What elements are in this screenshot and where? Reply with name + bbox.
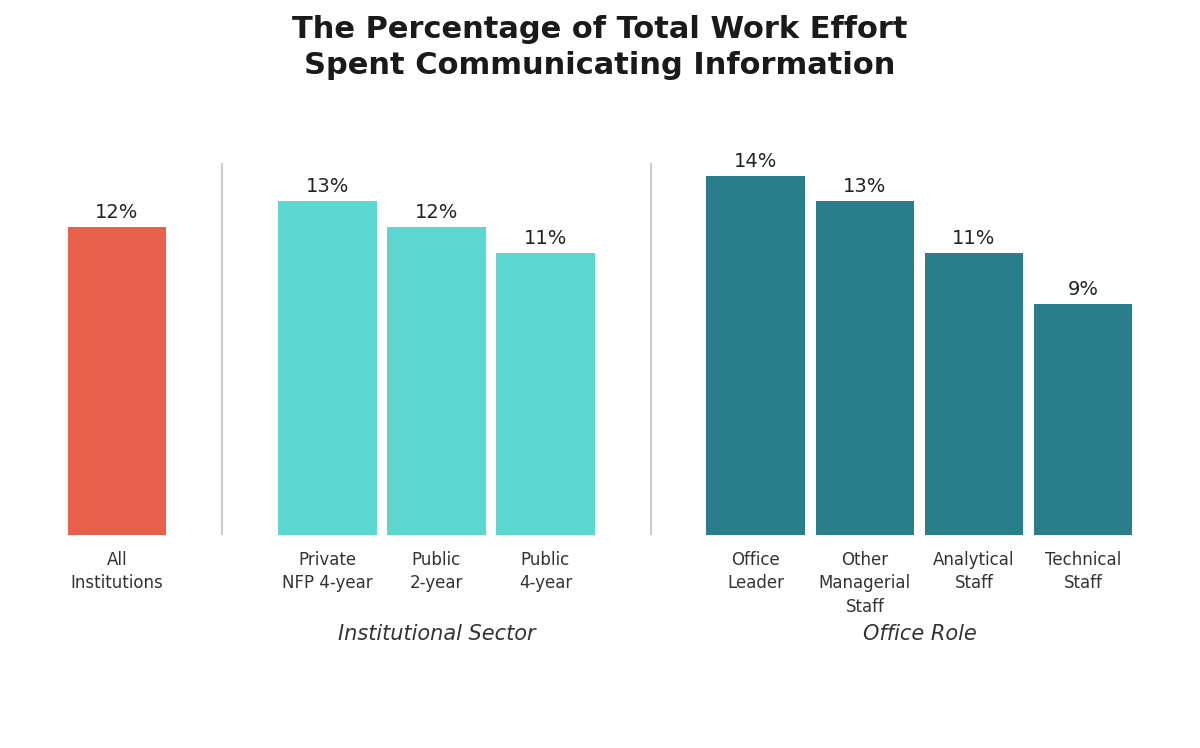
Text: 14%: 14% xyxy=(734,152,778,171)
Text: 9%: 9% xyxy=(1068,280,1099,298)
Bar xyxy=(1034,304,1133,535)
Text: Institutional Sector: Institutional Sector xyxy=(337,625,535,644)
Text: 11%: 11% xyxy=(953,229,996,248)
Text: 13%: 13% xyxy=(844,177,887,196)
Text: 12%: 12% xyxy=(95,203,138,222)
Text: 11%: 11% xyxy=(523,229,568,248)
Bar xyxy=(496,253,595,535)
Bar xyxy=(816,201,914,535)
Bar xyxy=(388,227,486,535)
Bar xyxy=(925,253,1024,535)
Title: The Percentage of Total Work Effort
Spent Communicating Information: The Percentage of Total Work Effort Spen… xyxy=(293,15,907,80)
Bar xyxy=(278,201,377,535)
Text: Office Role: Office Role xyxy=(863,625,977,644)
Text: 12%: 12% xyxy=(415,203,458,222)
Bar xyxy=(67,227,166,535)
Bar xyxy=(707,176,805,535)
Text: 13%: 13% xyxy=(306,177,349,196)
